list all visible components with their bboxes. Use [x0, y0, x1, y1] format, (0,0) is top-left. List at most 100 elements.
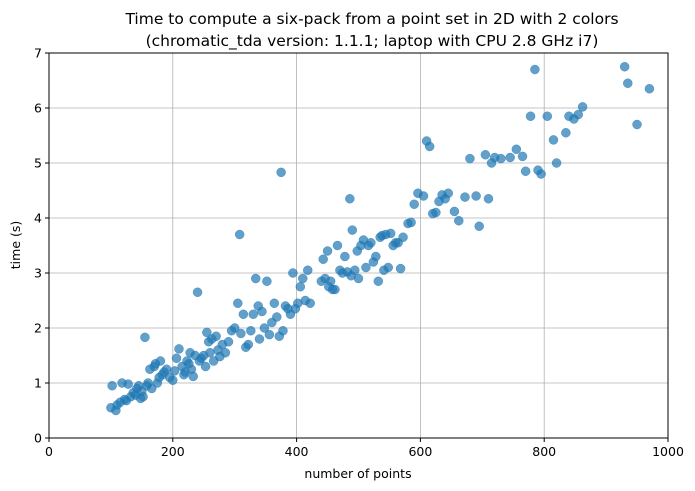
data-point: [246, 326, 256, 336]
data-point: [353, 273, 364, 284]
x-tick-label: 800: [532, 444, 556, 459]
data-point: [169, 366, 180, 376]
y-tick-label: 1: [34, 376, 42, 391]
chart-subtitle: (chromatic_tda version: 1.1.1; laptop wi…: [146, 32, 599, 51]
data-point: [243, 339, 254, 350]
data-point: [373, 276, 384, 286]
chart-title: Time to compute a six-pack from a point …: [124, 10, 618, 28]
data-point: [140, 332, 150, 343]
data-point: [262, 276, 272, 286]
data-point: [229, 323, 240, 333]
y-tick-label: 4: [34, 211, 42, 226]
data-point: [551, 158, 562, 168]
data-point: [409, 199, 419, 209]
y-tick-label: 3: [34, 266, 42, 281]
data-point: [220, 348, 231, 358]
ticks-layer: 0 200 400 600 800 1000 0 1 2 3 4 5 6 7: [34, 46, 684, 460]
data-point: [536, 169, 546, 179]
data-point: [223, 337, 234, 347]
data-point: [269, 298, 280, 308]
data-point: [107, 381, 117, 391]
data-point: [298, 273, 308, 284]
data-point: [623, 78, 633, 88]
data-point: [573, 109, 583, 120]
data-point: [234, 229, 245, 240]
data-point: [325, 276, 336, 286]
data-point: [530, 64, 540, 75]
data-point: [168, 375, 178, 385]
data-point: [449, 206, 460, 217]
data-point: [188, 371, 198, 382]
data-point: [418, 191, 429, 201]
data-point: [406, 217, 416, 228]
y-tick-label: 0: [34, 431, 42, 446]
x-tick-label: 600: [408, 444, 432, 459]
data-point: [233, 298, 243, 308]
data-point: [395, 263, 406, 274]
x-tick-label: 400: [285, 444, 309, 459]
data-point: [471, 191, 481, 201]
y-axis-label: time (s): [8, 221, 23, 269]
data-point: [295, 282, 306, 292]
data-point: [474, 221, 484, 231]
data-point: [361, 262, 371, 273]
data-point: [350, 265, 360, 275]
data-point: [371, 251, 381, 262]
data-point: [254, 334, 265, 344]
data-point: [332, 240, 343, 251]
x-axis-label: number of points: [304, 466, 411, 481]
data-point: [340, 251, 350, 262]
data-point: [619, 62, 630, 72]
data-point: [366, 238, 376, 248]
data-point: [174, 344, 184, 354]
data-point: [542, 111, 553, 121]
data-point: [161, 364, 172, 374]
data-point: [211, 331, 221, 341]
data-point: [480, 150, 491, 160]
data-point: [305, 298, 315, 308]
data-point: [345, 194, 355, 204]
data-point: [632, 119, 642, 130]
y-tick-label: 6: [34, 101, 42, 116]
data-point: [385, 228, 396, 239]
data-point: [236, 328, 246, 339]
y-tick-label: 7: [34, 46, 42, 61]
x-tick-label: 0: [45, 444, 53, 459]
data-point: [525, 111, 536, 121]
data-point: [264, 329, 275, 340]
data-point: [347, 225, 358, 235]
data-point: [496, 153, 506, 164]
data-point: [138, 392, 148, 402]
data-point: [577, 102, 588, 112]
data-point: [465, 153, 475, 164]
data-point: [517, 151, 528, 162]
data-point: [483, 194, 494, 204]
data-point: [205, 348, 215, 358]
data-point: [248, 309, 259, 319]
data-point: [192, 287, 203, 297]
data-point: [123, 379, 133, 389]
x-tick-label: 1000: [652, 444, 684, 459]
data-point: [398, 232, 408, 242]
data-point: [302, 265, 313, 275]
data-point: [200, 361, 211, 372]
data-point: [278, 326, 288, 336]
data-point: [460, 192, 470, 202]
data-point: [202, 327, 212, 338]
data-point: [561, 128, 571, 138]
data-point: [511, 144, 522, 154]
data-point: [330, 284, 340, 295]
data-point: [443, 188, 454, 198]
data-point: [155, 356, 166, 366]
x-tick-label: 200: [161, 444, 185, 459]
points-layer: [106, 62, 655, 416]
data-point: [272, 312, 282, 322]
data-point: [259, 323, 270, 333]
data-point: [505, 152, 515, 163]
plot-frame: [48, 52, 669, 439]
data-point: [288, 268, 298, 278]
data-point: [318, 254, 328, 264]
data-point: [257, 306, 267, 317]
data-point: [431, 207, 441, 218]
